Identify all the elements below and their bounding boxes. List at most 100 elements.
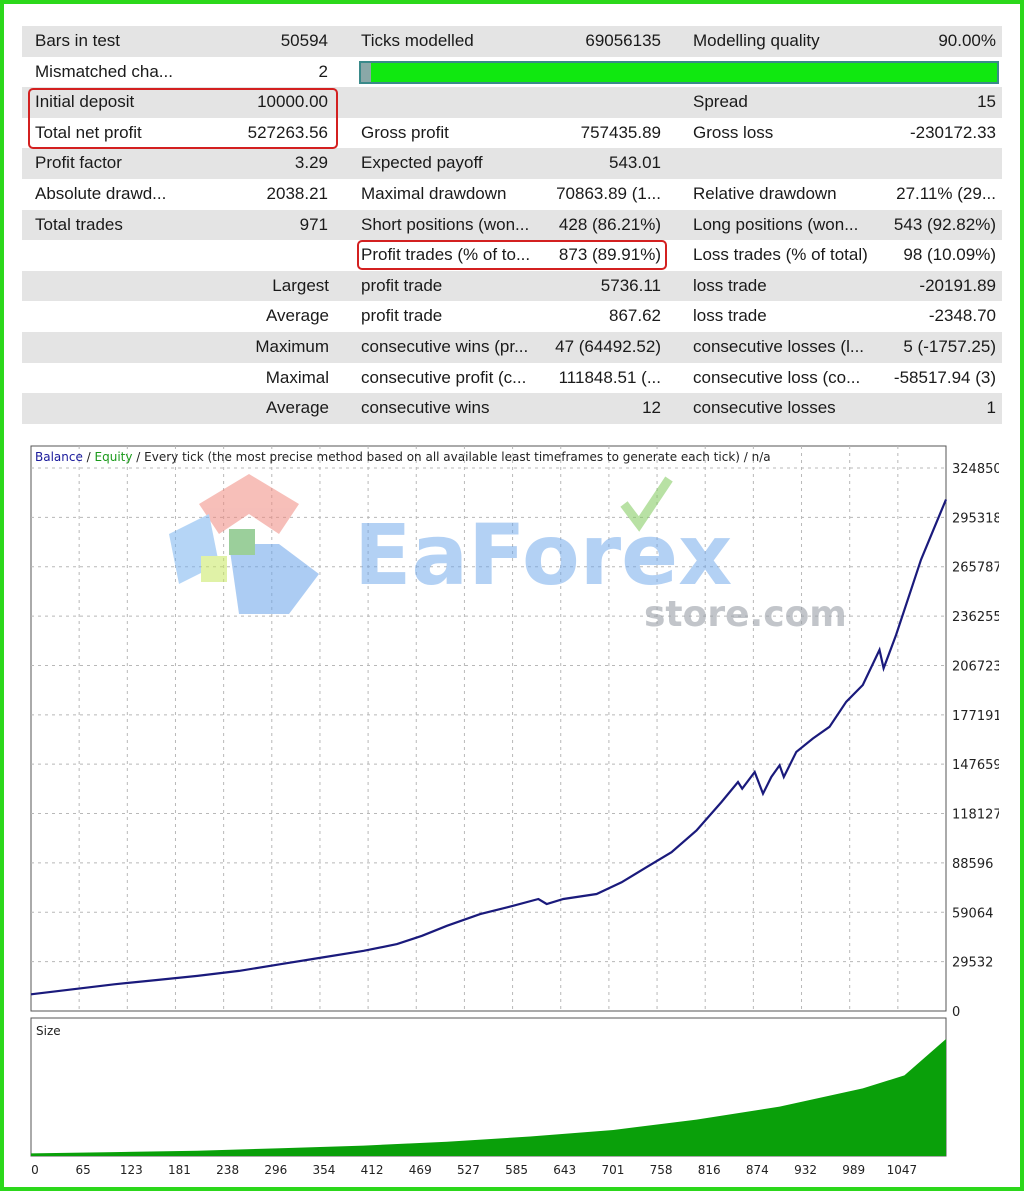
x-tick-label: 296 xyxy=(264,1163,287,1177)
metric-value xyxy=(222,301,328,332)
x-tick-label: 816 xyxy=(698,1163,721,1177)
x-tick-label: 527 xyxy=(457,1163,480,1177)
watermark-brand: EaForex xyxy=(354,506,732,604)
x-tick-label: 1047 xyxy=(887,1163,918,1177)
metric-value: 5736.11 xyxy=(600,275,661,295)
metric-value xyxy=(883,57,996,88)
metric-value: 10000.00 xyxy=(257,92,328,112)
chart-mode-text: / Every tick (the most precise method ba… xyxy=(132,450,770,464)
metric-label: Maximal xyxy=(265,367,329,387)
report-row: Average profit trade 867.62 loss trade -2348… xyxy=(22,301,1002,332)
legend-balance: Balance xyxy=(35,450,83,464)
y-tick-label: 29532 xyxy=(952,956,993,971)
metric-value xyxy=(883,148,996,179)
metric-value: 69056135 xyxy=(585,31,661,50)
report-row: Bars in test 50594 Ticks modelled 69056135 M… xyxy=(22,26,1002,57)
metric-label: Expected payoff xyxy=(361,153,483,173)
y-tick-label: 295318 xyxy=(952,511,999,526)
metric-value: 47 (64492.52) xyxy=(555,336,661,356)
report-row: Total net profit 527263.56 Gross profit 757… xyxy=(22,117,1002,149)
chart-header: Balance / Equity / Every tick (the most … xyxy=(35,450,771,464)
metric-value: 2038.21 xyxy=(266,183,328,203)
metric-label: Largest xyxy=(272,275,329,295)
metric-value: 873 (89.91%) xyxy=(558,245,661,265)
x-tick-label: 65 xyxy=(76,1163,91,1177)
metric-label xyxy=(693,148,883,179)
watermark-logo xyxy=(169,474,673,614)
balance-line xyxy=(30,499,948,996)
metric-value xyxy=(222,240,328,271)
metric-label: Spread xyxy=(693,92,748,112)
metric-value: 757435.89 xyxy=(580,122,661,142)
metric-label: profit trade xyxy=(361,306,443,326)
report-row: Profit trades (% of to... 873 (89.91%) Los… xyxy=(22,240,1002,271)
backtest-report-table: Bars in test 50594 Ticks modelled 69056135 M… xyxy=(22,26,1002,424)
x-tick-label: 701 xyxy=(601,1163,624,1177)
metric-value xyxy=(222,393,328,424)
metric-label: consecutive profit (c... xyxy=(361,367,527,387)
report-row: Profit factor 3.29 Expected payoff 543.01 xyxy=(22,148,1002,179)
metric-value: 1 xyxy=(986,398,996,418)
y-tick-label: 324850 xyxy=(952,462,999,477)
y-tick-label: 0 xyxy=(952,1005,960,1020)
metric-label: Short positions (won... xyxy=(361,214,530,234)
x-tick-label: 412 xyxy=(361,1163,384,1177)
metric-value: 543 (92.82%) xyxy=(893,214,996,234)
metric-label: consecutive losses xyxy=(693,398,836,418)
metric-label: Initial deposit xyxy=(35,92,135,112)
metric-value: 2 xyxy=(318,61,328,81)
metric-label: Average xyxy=(265,398,329,418)
x-tick-label: 354 xyxy=(312,1163,335,1177)
metric-label: Average xyxy=(265,306,329,326)
metric-value: 5 (-1757.25) xyxy=(903,336,996,356)
y-tick-label: 265787 xyxy=(952,561,999,576)
metric-value: 70863.89 (1... xyxy=(556,183,661,203)
metric-value: 50594 xyxy=(280,31,328,50)
y-tick-label: 118127 xyxy=(952,808,999,823)
metric-label: consecutive wins (pr... xyxy=(361,336,529,356)
metric-value: 428 (86.21%) xyxy=(558,214,661,234)
metric-label xyxy=(35,240,205,271)
metric-label: loss trade xyxy=(693,275,767,295)
metric-value: -20191.89 xyxy=(919,275,996,295)
metric-value: 111848.51 (... xyxy=(558,367,661,387)
size-area xyxy=(31,1039,946,1156)
metric-value: 971 xyxy=(299,214,328,234)
metric-label: Total trades xyxy=(35,214,123,234)
report-row: Total trades 971 Short positions (won... 42… xyxy=(22,209,1002,241)
report-row: Absolute drawd... 2038.21 Maximal drawdown… xyxy=(22,178,1002,210)
metric-value: 27.11% (29... xyxy=(896,183,996,203)
metric-value: 90.00% xyxy=(938,31,996,50)
metric-label: Relative drawdown xyxy=(693,183,837,203)
x-tick-label: 238 xyxy=(216,1163,239,1177)
x-tick-label: 181 xyxy=(168,1163,191,1177)
y-tick-label: 177191 xyxy=(952,709,999,724)
metric-value: 3.29 xyxy=(294,153,328,173)
balance-chart-panel: 324850 295318 265787 236255 206723 177191 1476… xyxy=(29,444,1002,1184)
metric-value: 15 xyxy=(977,92,996,112)
metric-label: profit trade xyxy=(361,275,443,295)
metric-label: consecutive loss (co... xyxy=(693,367,861,387)
size-label: Size xyxy=(36,1024,61,1038)
metric-value: -230172.33 xyxy=(909,122,996,142)
quality-bar-start xyxy=(361,62,371,82)
metric-label: consecutive wins xyxy=(361,398,490,418)
x-tick-label: 989 xyxy=(842,1163,865,1177)
metric-value xyxy=(222,332,328,363)
y-tick-label: 147659 xyxy=(952,758,999,773)
metric-label: Modelling quality xyxy=(693,31,820,50)
x-tick-label: 643 xyxy=(553,1163,576,1177)
x-tick-label: 585 xyxy=(505,1163,528,1177)
metric-value xyxy=(222,271,328,302)
metric-label: Long positions (won... xyxy=(693,214,859,234)
metric-value xyxy=(546,87,661,118)
metric-label: Absolute drawd... xyxy=(35,183,167,203)
metric-label: loss trade xyxy=(693,306,767,326)
metric-value: -58517.94 (3) xyxy=(893,367,996,387)
metric-label: Gross loss xyxy=(693,122,774,142)
x-tick-label: 758 xyxy=(650,1163,673,1177)
metric-label: Loss trades (% of total) xyxy=(693,245,868,265)
report-row: Initial deposit 10000.00 Spread 15 xyxy=(22,87,1002,118)
x-tick-label: 469 xyxy=(409,1163,432,1177)
